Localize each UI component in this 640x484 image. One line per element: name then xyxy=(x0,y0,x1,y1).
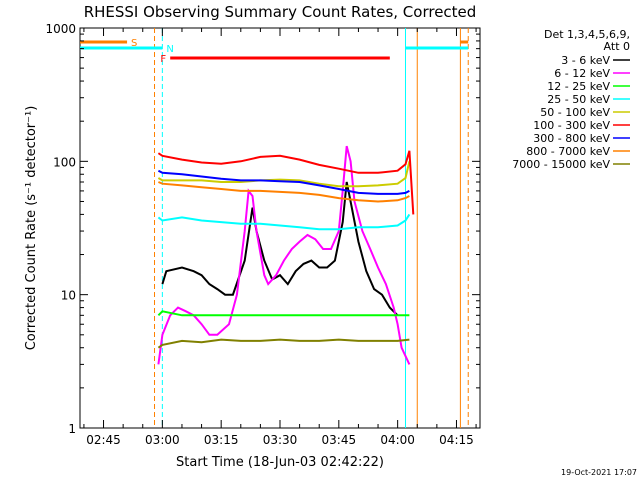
x-tick-label-3: 03:30 xyxy=(263,433,298,447)
y-tick-label-1: 10 xyxy=(61,289,76,303)
legend-label-1: 6 - 12 keV xyxy=(554,67,610,80)
legend-header-0: Det 1,3,4,5,6,9, xyxy=(544,28,630,41)
legend-label-0: 3 - 6 keV xyxy=(561,54,610,67)
flag-n-label: N xyxy=(166,44,173,55)
x-tick-label-1: 03:00 xyxy=(145,433,180,447)
series-line-2 xyxy=(157,310,410,317)
legend-label-2: 12 - 25 keV xyxy=(547,80,610,93)
legend-label-7: 800 - 7000 keV xyxy=(526,145,610,158)
legend-label-3: 25 - 50 keV xyxy=(547,93,610,106)
plot-area xyxy=(79,27,481,429)
y-tick-label-2: 100 xyxy=(53,155,76,169)
x-axis-label: Start Time (18-Jun-03 02:42:22) xyxy=(176,455,384,470)
flag-s-label: S xyxy=(131,38,137,49)
legend-header-1: Att 0 xyxy=(604,40,630,53)
x-tick-label-4: 03:45 xyxy=(322,433,357,447)
series-line-1 xyxy=(157,145,411,365)
footer-timestamp: 19-Oct-2021 17:07 xyxy=(561,468,637,477)
x-tick-label-0: 02:45 xyxy=(86,433,121,447)
series-line-4 xyxy=(157,161,411,188)
series-line-7 xyxy=(158,181,410,203)
legend-label-8: 7000 - 15000 keV xyxy=(512,158,610,171)
chart-title: RHESSI Observing Summary Count Rates, Co… xyxy=(84,3,477,21)
legend-label-4: 50 - 100 keV xyxy=(540,106,610,119)
y-axis-label: Corrected Count Rate (s⁻¹ detector⁻¹) xyxy=(24,106,39,351)
flag-f-label: F xyxy=(160,54,166,65)
y-tick-label-0: 1 xyxy=(68,422,76,436)
series-line-0 xyxy=(161,181,399,317)
series-line-6 xyxy=(157,169,410,195)
legend-label-5: 100 - 300 keV xyxy=(533,119,610,132)
legend-label-6: 300 - 800 keV xyxy=(533,132,610,145)
x-tick-label-2: 03:15 xyxy=(204,433,239,447)
series-line-3 xyxy=(157,213,411,231)
x-tick-label-5: 04:00 xyxy=(380,433,415,447)
x-tick-label-6: 04:15 xyxy=(439,433,474,447)
series-line-5 xyxy=(157,150,415,215)
series-line-8 xyxy=(157,338,410,349)
y-tick-label-3: 1000 xyxy=(45,22,76,36)
